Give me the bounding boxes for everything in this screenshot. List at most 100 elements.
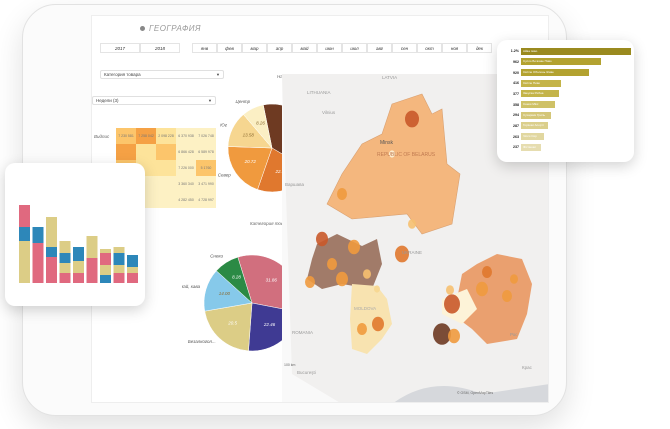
map-marker[interactable] bbox=[405, 110, 419, 128]
weeks-dropdown[interactable]: Недели (3) ▼ bbox=[92, 96, 216, 105]
map-marker[interactable] bbox=[482, 266, 492, 278]
stacked-bar-segment[interactable] bbox=[46, 247, 57, 257]
map-marker[interactable] bbox=[336, 271, 348, 287]
pie-slice[interactable] bbox=[216, 256, 253, 304]
month-button[interactable]: янв bbox=[192, 43, 217, 53]
heatmap-cell bbox=[156, 160, 176, 176]
stacked-bar-segment[interactable] bbox=[19, 205, 30, 227]
map-marker[interactable] bbox=[502, 290, 512, 302]
map-marker[interactable] bbox=[372, 316, 384, 332]
category-dropdown[interactable]: Категория товара ▼ bbox=[100, 70, 224, 79]
ranking-value: 377 bbox=[513, 91, 519, 96]
ranking-value: 237 bbox=[513, 145, 519, 150]
map-marker[interactable] bbox=[444, 294, 460, 314]
month-button[interactable]: мар bbox=[242, 43, 267, 53]
month-button[interactable]: ноя bbox=[442, 43, 467, 53]
month-button[interactable]: дек bbox=[467, 43, 492, 53]
map-marker[interactable] bbox=[433, 323, 451, 345]
pie-value-label: 8.26 bbox=[256, 120, 265, 125]
stacked-bar-segment[interactable] bbox=[59, 273, 71, 283]
map-marker[interactable] bbox=[389, 150, 395, 158]
month-button[interactable]: сен bbox=[392, 43, 417, 53]
year-button[interactable]: 2018 bbox=[140, 43, 180, 53]
stacked-bar-segment[interactable] bbox=[113, 265, 125, 273]
ranking-row[interactable]: 358 Снеки Мікс bbox=[505, 100, 634, 109]
map-marker[interactable] bbox=[337, 188, 347, 200]
stacked-bar-segment[interactable] bbox=[59, 253, 71, 263]
map-label: Vilnius bbox=[322, 110, 336, 115]
ranking-bar: Світле Пиво bbox=[521, 79, 561, 87]
ranking-row[interactable]: 920 Світле Оболонь Живе bbox=[505, 68, 634, 77]
ranking-row[interactable]: 377 Закуска Рибна bbox=[505, 90, 634, 98]
pie-value-label: 20.5 bbox=[227, 320, 237, 325]
stacked-bar-segment[interactable] bbox=[113, 273, 125, 283]
stacked-bar-segment[interactable] bbox=[59, 263, 71, 273]
month-button[interactable]: окт bbox=[417, 43, 442, 53]
stacked-bar-segment[interactable] bbox=[100, 265, 111, 275]
heatmap-cell: 6 370 938 bbox=[176, 128, 196, 144]
stacked-bar-segment[interactable] bbox=[59, 241, 71, 253]
map-marker[interactable] bbox=[363, 269, 371, 279]
year-button[interactable]: 2017 bbox=[100, 43, 140, 53]
heatmap-cell: 7 026 748 bbox=[196, 128, 216, 144]
stacked-bar-segment[interactable] bbox=[19, 227, 30, 241]
map-label: UKRAINE bbox=[402, 250, 422, 255]
map-marker[interactable] bbox=[446, 285, 454, 295]
map-label: Рос bbox=[510, 332, 518, 337]
month-button[interactable]: июн bbox=[317, 43, 342, 53]
month-button[interactable]: май bbox=[292, 43, 317, 53]
stacked-bar-segment[interactable] bbox=[86, 258, 98, 283]
stacked-bar-segment[interactable] bbox=[73, 261, 84, 273]
stacked-bar-segment[interactable] bbox=[127, 267, 138, 273]
month-button[interactable]: авг bbox=[367, 43, 392, 53]
month-button[interactable]: апр bbox=[267, 43, 292, 53]
ranking-row[interactable]: 962 Сусло Бочкове Пиво bbox=[505, 58, 634, 66]
map-marker[interactable] bbox=[316, 231, 328, 247]
stacked-bar-segment[interactable] bbox=[127, 273, 138, 283]
stacked-bar-segment[interactable] bbox=[73, 273, 84, 283]
ranking-row[interactable]: 287 Горішки Асорті bbox=[505, 122, 634, 130]
map-scale: 100 km bbox=[284, 363, 296, 367]
ranking-row[interactable]: 263 Чіпси Сир bbox=[505, 133, 634, 141]
pie-slice[interactable] bbox=[243, 104, 273, 149]
stacked-bar-segment[interactable] bbox=[100, 275, 111, 283]
stacked-bar-segment[interactable] bbox=[46, 257, 57, 283]
pie-slice[interactable] bbox=[204, 302, 253, 352]
map-marker[interactable] bbox=[348, 239, 360, 255]
ranking-row[interactable]: 294 Сухарики Гриль bbox=[505, 111, 634, 119]
month-button[interactable]: фев bbox=[217, 43, 242, 53]
stacked-bar-segment[interactable] bbox=[32, 227, 44, 243]
map-marker[interactable] bbox=[476, 281, 488, 297]
stacked-bar-segment[interactable] bbox=[100, 253, 111, 265]
pie-slice[interactable] bbox=[227, 146, 273, 190]
month-button[interactable]: июл bbox=[342, 43, 367, 53]
ranking-row[interactable]: 1.2% Айва пиво bbox=[505, 47, 634, 55]
map-marker[interactable] bbox=[327, 258, 337, 270]
ranking-row[interactable]: 237 Фісташки bbox=[505, 143, 634, 151]
map-marker[interactable] bbox=[448, 328, 460, 344]
map-marker[interactable] bbox=[408, 219, 416, 229]
stacked-bar-segment[interactable] bbox=[73, 247, 84, 261]
stacked-bar-segment[interactable] bbox=[86, 236, 98, 258]
map-marker[interactable] bbox=[510, 274, 518, 284]
map-marker[interactable] bbox=[395, 245, 409, 263]
map-marker[interactable] bbox=[305, 276, 315, 288]
pie-value-label: 22.46 bbox=[274, 169, 287, 174]
stacked-bar-segment[interactable] bbox=[127, 255, 138, 267]
stacked-bar-segment[interactable] bbox=[19, 241, 30, 283]
map-marker[interactable] bbox=[374, 285, 380, 293]
stacked-bar-segment[interactable] bbox=[113, 253, 125, 265]
heatmap-cell: 2 098 228 bbox=[156, 128, 176, 144]
ranking-row[interactable]: 416 Світле Пиво bbox=[505, 79, 634, 87]
stacked-bar-segment[interactable] bbox=[100, 249, 111, 253]
map-marker[interactable] bbox=[357, 323, 367, 335]
stacked-bar-segment[interactable] bbox=[46, 217, 57, 247]
pie-value-label: 20.72 bbox=[244, 159, 257, 164]
map-label: LITHUANIA bbox=[307, 90, 331, 95]
heatmap-cell: 7 230 581 bbox=[116, 128, 136, 144]
heatmap-cell: 6 866 428 bbox=[176, 144, 196, 160]
stacked-bar-segment[interactable] bbox=[113, 247, 125, 253]
pie-value-label: 14.00 bbox=[219, 291, 231, 296]
stacked-bar-segment[interactable] bbox=[32, 243, 44, 283]
map-label: ROMANIA bbox=[292, 330, 313, 335]
